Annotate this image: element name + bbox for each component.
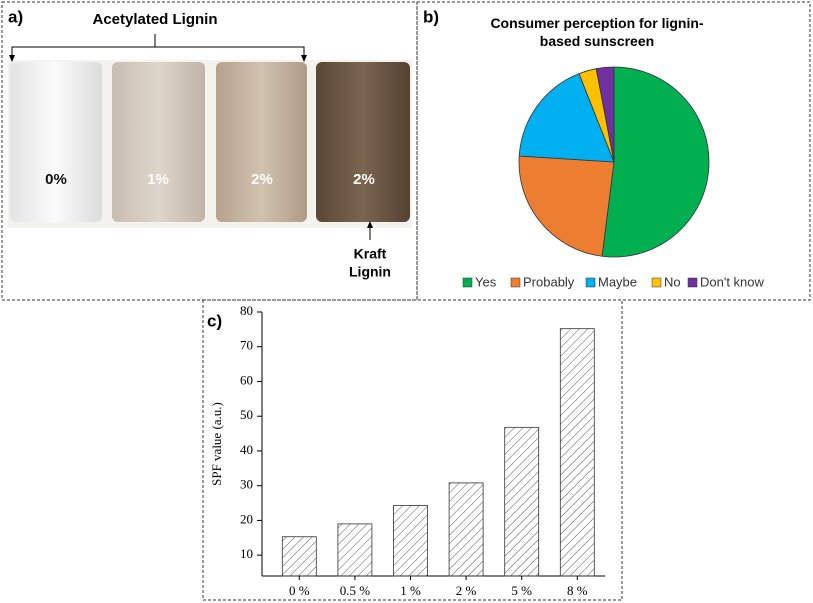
legend-swatch	[687, 277, 698, 288]
vial	[10, 62, 102, 222]
bar	[504, 426, 540, 577]
bar	[559, 328, 595, 577]
x-tick-label: 5 %	[511, 583, 532, 598]
legend-swatch	[462, 277, 473, 288]
pie-slice	[518, 73, 615, 163]
legend-label: Maybe	[598, 274, 637, 289]
y-tick-label: 80	[240, 303, 253, 318]
legend-swatch	[585, 277, 596, 288]
arrow-label: Lignin	[349, 264, 391, 280]
panel-label: c)	[207, 311, 222, 330]
vial	[112, 62, 205, 222]
x-tick-label: 8 %	[567, 583, 588, 598]
chart-title: Consumer perception for lignin-based sun…	[490, 15, 704, 49]
panel-label: b)	[423, 7, 439, 26]
panel-frame	[202, 299, 623, 601]
pie-slice	[601, 66, 710, 258]
y-tick-label: 60	[240, 372, 253, 387]
vial-label: 2%	[251, 171, 273, 188]
y-tick-label: 10	[240, 546, 253, 561]
y-tick-label: 20	[240, 511, 253, 526]
vial	[216, 62, 307, 222]
y-tick-label: 50	[240, 407, 253, 422]
legend-label: No	[664, 274, 681, 289]
bar	[337, 523, 373, 577]
vial-label: 1%	[147, 171, 169, 188]
bar	[393, 505, 428, 577]
arrow-label: Kraft	[354, 246, 387, 262]
bar	[448, 482, 484, 577]
vial-label: 0%	[45, 171, 67, 188]
legend-label: Probably	[523, 274, 575, 289]
y-tick-label: 40	[240, 442, 253, 457]
legend-label: Yes	[475, 274, 497, 289]
x-tick-label: 0.5 %	[340, 583, 371, 598]
arrow-head	[367, 221, 373, 228]
x-tick-label: 2 %	[456, 583, 477, 598]
legend-swatch	[510, 277, 521, 288]
y-tick-label: 30	[240, 477, 253, 492]
legend-label: Don't know	[700, 274, 765, 289]
panel-label: a)	[8, 7, 23, 26]
pie-slice	[518, 155, 615, 257]
x-tick-label: 1 %	[400, 583, 421, 598]
y-axis-label: SPF value (a.u.)	[209, 402, 224, 486]
bar	[281, 536, 317, 577]
x-tick-label: 0 %	[289, 583, 310, 598]
legend-swatch	[651, 277, 662, 288]
bracket	[11, 34, 305, 58]
bracket-label: Acetylated Lignin	[92, 11, 217, 28]
vial	[316, 62, 410, 222]
pie-slice	[595, 66, 615, 163]
vial-label: 2%	[353, 171, 375, 188]
y-tick-label: 70	[240, 338, 253, 353]
